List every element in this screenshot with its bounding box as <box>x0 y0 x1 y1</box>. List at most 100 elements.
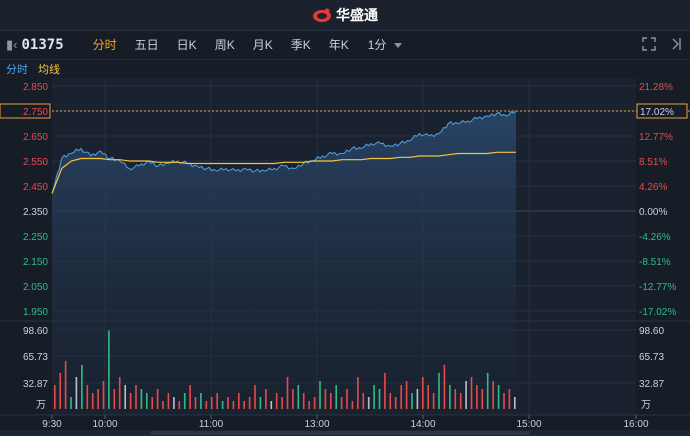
volume-bar <box>259 397 262 409</box>
volume-bar <box>476 385 478 409</box>
time-tick-label: 10:00 <box>92 419 117 430</box>
time-tick-label: 16:00 <box>623 419 648 430</box>
volume-bar <box>275 393 278 409</box>
volume-bar <box>216 393 218 409</box>
volume-bar <box>162 401 164 409</box>
volume-bar <box>248 397 251 409</box>
volume-bar <box>481 389 484 409</box>
volume-bar <box>297 385 300 409</box>
volume-bar <box>286 377 289 409</box>
volume-bar <box>200 393 202 409</box>
volume-bar <box>394 397 397 409</box>
price-tick-label: 1.950 <box>23 307 48 318</box>
volume-bar <box>470 377 473 409</box>
time-tick-label: 13:00 <box>304 419 329 430</box>
volume-bar <box>183 393 186 409</box>
period-dropdown[interactable]: 1分 <box>368 31 403 59</box>
volume-bar <box>427 385 429 409</box>
volume-bar <box>503 393 505 409</box>
percent-tick-label: 4.26% <box>639 182 667 193</box>
price-tick-label: 2.350 <box>23 207 48 218</box>
volume-bar <box>367 397 370 409</box>
volume-bar <box>135 385 137 409</box>
volume-bar <box>459 393 462 409</box>
volume-bar <box>75 377 78 409</box>
volume-bar <box>449 385 451 409</box>
tab-intraday[interactable]: 分时 <box>92 38 117 52</box>
volume-bar <box>308 401 310 409</box>
volume-bar <box>438 372 440 409</box>
volume-bar <box>238 393 240 409</box>
top-bar: 华盛通 <box>0 0 690 31</box>
volume-bar <box>64 360 67 409</box>
price-tick-label: 2.150 <box>23 257 48 268</box>
tab-five-day[interactable]: 五日 <box>134 38 159 52</box>
intraday-chart[interactable]: 2.850 2.750 2.650 2.550 2.450 2.350 2.250 2.150… <box>0 78 690 436</box>
volume-bar <box>205 401 208 409</box>
volume-tick-label: 65.73 <box>639 352 664 363</box>
volume-bar <box>156 389 159 409</box>
price-line <box>51 110 517 194</box>
volume-bar <box>91 393 94 409</box>
volume-bar <box>97 389 99 409</box>
volume-bar <box>81 364 83 409</box>
tab-weekly-k[interactable]: 周K <box>214 38 235 52</box>
volume-tick-label: 98.60 <box>639 326 664 337</box>
volume-bar <box>340 397 343 409</box>
price-tick-label: 2.250 <box>23 232 48 243</box>
volume-bar <box>102 381 105 409</box>
volume-bar <box>346 389 348 409</box>
volume-bar <box>189 385 191 409</box>
price-tick-label: 2.650 <box>23 132 48 143</box>
volume-bar <box>378 389 381 409</box>
time-tick-label: 9:30 <box>42 419 62 430</box>
volume-bar <box>221 401 224 409</box>
volume-bar <box>59 372 61 409</box>
percent-tick-label: -8.51% <box>639 257 671 268</box>
time-tick-label: 11:00 <box>199 419 224 430</box>
volume-bar <box>270 401 273 409</box>
volume-bar <box>400 385 402 409</box>
volume-bar <box>422 377 424 409</box>
volume-bar <box>243 401 245 409</box>
volume-tick-label: 98.60 <box>23 326 48 337</box>
tab-quarterly-k[interactable]: 季K <box>290 38 311 52</box>
tab-monthly-k[interactable]: 月K <box>252 38 273 52</box>
volume-bar <box>324 389 327 409</box>
window-controls <box>642 37 682 51</box>
volume-bar <box>227 397 229 409</box>
sidebar-toggle-icon[interactable]: ▮‹ <box>6 37 18 52</box>
percent-tick-label: 12.77% <box>639 132 673 143</box>
volume-bar <box>86 385 89 409</box>
scrollbar-thumb[interactable] <box>150 431 530 435</box>
volume-bar <box>302 393 305 409</box>
price-tick-label: 2.550 <box>23 157 48 168</box>
volume-bar <box>330 393 332 409</box>
volume-tick-label: 32.87 <box>23 379 48 390</box>
expand-icon[interactable] <box>642 37 656 51</box>
legend-average: 均线 <box>38 64 60 76</box>
volume-bar <box>173 397 175 409</box>
percent-tick-label: -17.02% <box>639 307 676 318</box>
volume-bar <box>151 397 153 409</box>
percent-tick-label: -4.26% <box>639 232 671 243</box>
current-pct-label: 17.02% <box>640 107 674 118</box>
tab-daily-k[interactable]: 日K <box>176 38 197 52</box>
percent-tick-label: 8.51% <box>639 157 667 168</box>
volume-bar <box>357 377 359 409</box>
volume-bar <box>443 364 446 409</box>
volume-bar <box>508 389 511 409</box>
volume-bar <box>265 389 267 409</box>
volume-bar <box>292 389 294 409</box>
tab-yearly-k[interactable]: 年K <box>328 38 349 52</box>
volume-bar <box>313 397 316 409</box>
current-price-box <box>0 103 51 119</box>
volume-bar <box>373 385 375 409</box>
price-tick-label: 2.850 <box>23 82 48 93</box>
period-label: 1分 <box>367 38 387 52</box>
legend-intraday: 分时 <box>6 64 28 76</box>
collapse-panel-icon[interactable] <box>668 37 682 51</box>
volume-bar <box>465 381 467 409</box>
volume-unit-label: 万 <box>641 400 651 411</box>
toolbar: ▮‹ 01375 分时 五日 日K 周K 月K 季K 年K 1分 <box>0 31 690 60</box>
